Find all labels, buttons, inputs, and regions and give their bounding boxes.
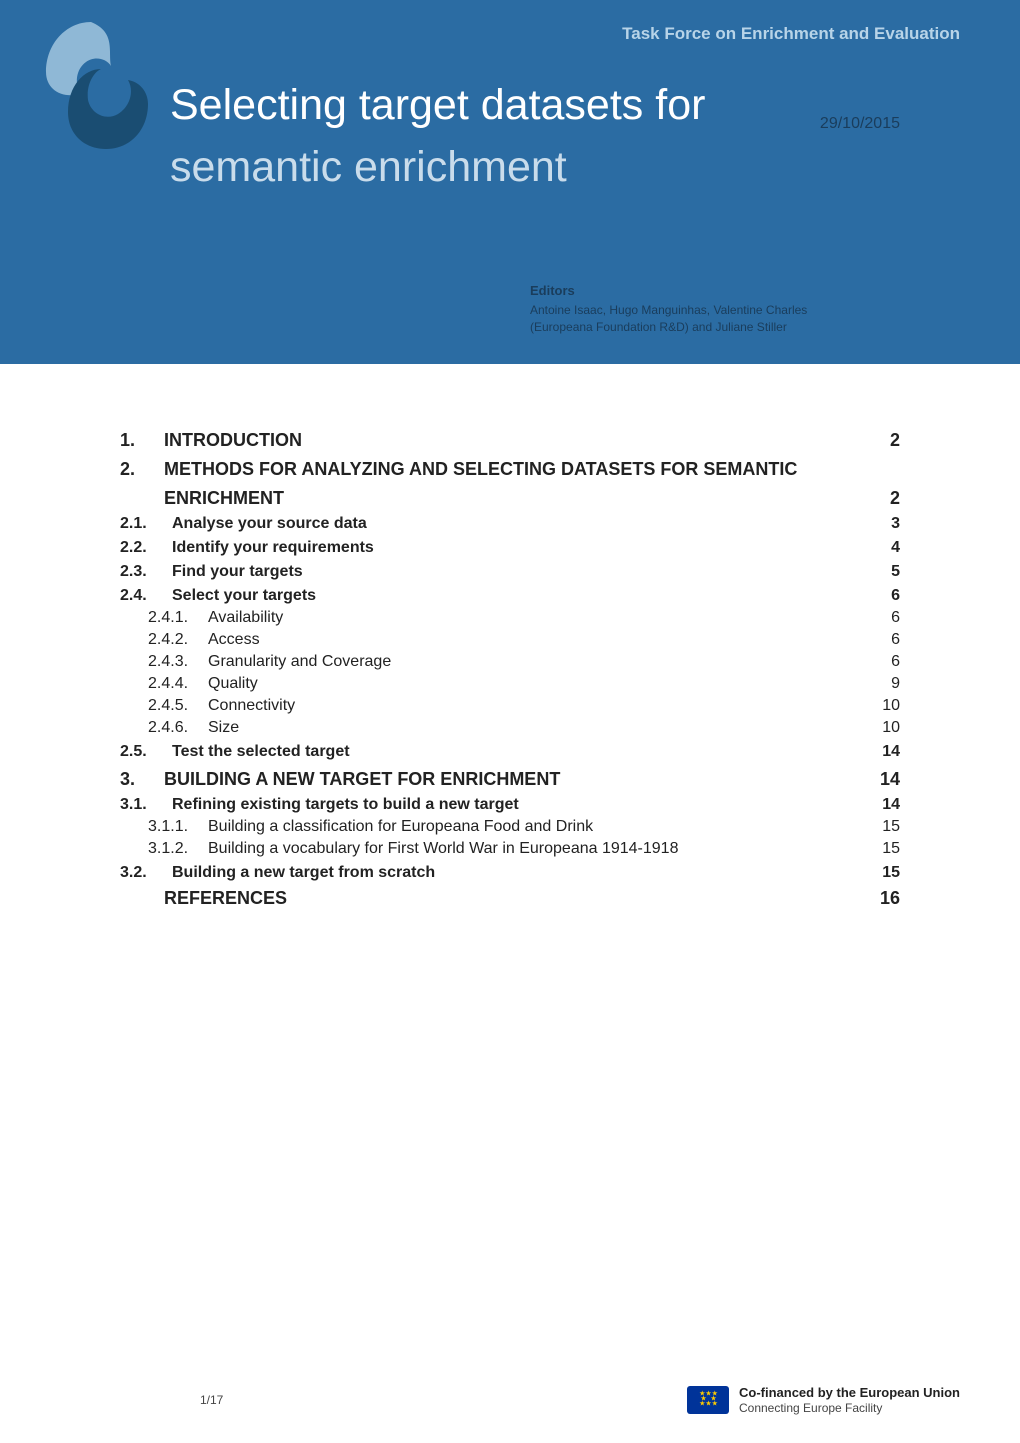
toc-number: 2.4.2. <box>148 631 208 649</box>
editors-heading: Editors <box>530 283 900 298</box>
toc-label: Refining existing targets to build a new… <box>172 796 870 814</box>
eu-line2: Connecting Europe Facility <box>739 1401 960 1415</box>
toc-row: 2.4.3.Granularity and Coverage6 <box>120 651 900 671</box>
toc-label: Building a new target from scratch <box>172 864 870 882</box>
toc-number: 2.5. <box>120 743 172 761</box>
toc-label: Quality <box>208 675 870 693</box>
toc-number: 2. <box>120 459 164 480</box>
doc-title-line2: semantic enrichment <box>170 138 960 196</box>
toc-label: Analyse your source data <box>172 515 870 533</box>
toc-row: 2.2.Identify your requirements4 <box>120 535 900 557</box>
toc-number: 3.1.1. <box>148 818 208 836</box>
toc-row: 2.5.Test the selected target14 <box>120 739 900 761</box>
toc-number: 2.4. <box>120 587 172 605</box>
toc-page: 2 <box>870 430 900 451</box>
toc-label: INTRODUCTION <box>164 430 870 451</box>
toc-label: Building a classification for Europeana … <box>208 818 870 836</box>
toc-page: 15 <box>870 864 900 882</box>
toc-number: 2.1. <box>120 515 172 533</box>
toc-number: 3.1.2. <box>148 840 208 858</box>
toc-label: Test the selected target <box>172 743 870 761</box>
toc-page: 14 <box>870 743 900 761</box>
toc-row: 2.4.6.Size10 <box>120 717 900 737</box>
toc-page: 15 <box>870 818 900 836</box>
toc-number: 2.3. <box>120 563 172 581</box>
toc-row: 2.METHODS FOR ANALYZING AND SELECTING DA… <box>120 453 900 480</box>
toc-page: 9 <box>870 675 900 693</box>
toc-page: 6 <box>870 609 900 627</box>
toc-label: REFERENCES <box>164 888 870 909</box>
toc-number: 2.2. <box>120 539 172 557</box>
toc-page: 16 <box>870 888 900 909</box>
eu-line1: Co-financed by the European Union <box>739 1385 960 1401</box>
toc-row: 2.4.Select your targets6 <box>120 583 900 605</box>
editors-line1: Antoine Isaac, Hugo Manguinhas, Valentin… <box>530 302 900 319</box>
eu-cofinance-block: ★ ★ ★★ ★★ ★ ★ Co-financed by the Europea… <box>687 1385 960 1415</box>
toc-row: 2.4.2.Access6 <box>120 629 900 649</box>
toc-page: 6 <box>870 653 900 671</box>
toc-page: 10 <box>870 719 900 737</box>
toc-label: Select your targets <box>172 587 870 605</box>
title-block: Selecting target datasets for semantic e… <box>170 76 960 196</box>
toc-row: 2.4.1.Availability6 <box>120 607 900 627</box>
toc-label: Connectivity <box>208 697 870 715</box>
breadcrumb: Task Force on Enrichment and Evaluation <box>60 24 960 44</box>
logo-wrap <box>36 14 156 159</box>
footer: 1/17 ★ ★ ★★ ★★ ★ ★ Co-financed by the Eu… <box>0 1385 1020 1415</box>
toc-row: 3.1.Refining existing targets to build a… <box>120 792 900 814</box>
document-page: Task Force on Enrichment and Evaluation … <box>0 0 1020 1443</box>
toc-row: 1.INTRODUCTION2 <box>120 424 900 451</box>
toc-number: 2.4.5. <box>148 697 208 715</box>
toc-page: 6 <box>870 587 900 605</box>
toc-number: 2.4.4. <box>148 675 208 693</box>
toc-label: Size <box>208 719 870 737</box>
toc-page: 14 <box>870 769 900 790</box>
eu-text: Co-financed by the European Union Connec… <box>739 1385 960 1415</box>
toc-label: Availability <box>208 609 870 627</box>
toc-row: 3.BUILDING A NEW TARGET FOR ENRICHMENT14 <box>120 763 900 790</box>
toc-label: Identify your requirements <box>172 539 870 557</box>
toc-row: 3.1.2.Building a vocabulary for First Wo… <box>120 838 900 858</box>
toc-label: METHODS FOR ANALYZING AND SELECTING DATA… <box>164 459 870 480</box>
toc-page: 2 <box>870 488 900 509</box>
toc-number: 2.4.3. <box>148 653 208 671</box>
toc-row: 2.1.Analyse your source data3 <box>120 511 900 533</box>
toc-number: 2.4.6. <box>148 719 208 737</box>
table-of-contents: 1.INTRODUCTION22.METHODS FOR ANALYZING A… <box>0 364 1020 909</box>
toc-row: REFERENCES16 <box>120 884 900 909</box>
toc-number: 3.1. <box>120 796 172 814</box>
editors-line2: (Europeana Foundation R&D) and Juliane S… <box>530 319 900 336</box>
toc-page: 5 <box>870 563 900 581</box>
toc-page: 14 <box>870 796 900 814</box>
toc-row: ENRICHMENT2 <box>120 482 900 509</box>
toc-row: 3.2.Building a new target from scratch15 <box>120 860 900 882</box>
toc-label: BUILDING A NEW TARGET FOR ENRICHMENT <box>164 769 870 790</box>
toc-number: 3. <box>120 769 164 790</box>
toc-page: 3 <box>870 515 900 533</box>
toc-label: Find your targets <box>172 563 870 581</box>
editors-block: Editors Antoine Isaac, Hugo Manguinhas, … <box>530 283 900 336</box>
page-number: 1/17 <box>200 1393 223 1407</box>
toc-row: 2.3.Find your targets5 <box>120 559 900 581</box>
toc-page: 4 <box>870 539 900 557</box>
toc-row: 2.4.4.Quality9 <box>120 673 900 693</box>
toc-page: 15 <box>870 840 900 858</box>
europeana-logo-icon <box>36 14 156 154</box>
header-band: Task Force on Enrichment and Evaluation … <box>0 0 1020 364</box>
toc-label: Granularity and Coverage <box>208 653 870 671</box>
toc-label: Building a vocabulary for First World Wa… <box>208 840 870 858</box>
toc-row: 3.1.1.Building a classification for Euro… <box>120 816 900 836</box>
toc-page: 10 <box>870 697 900 715</box>
toc-page: 6 <box>870 631 900 649</box>
doc-date: 29/10/2015 <box>820 115 900 133</box>
toc-label: Access <box>208 631 870 649</box>
eu-flag-icon: ★ ★ ★★ ★★ ★ ★ <box>687 1386 729 1414</box>
toc-number: 1. <box>120 430 164 451</box>
toc-label: ENRICHMENT <box>164 488 870 509</box>
toc-row: 2.4.5.Connectivity10 <box>120 695 900 715</box>
toc-number: 2.4.1. <box>148 609 208 627</box>
toc-number: 3.2. <box>120 864 172 882</box>
